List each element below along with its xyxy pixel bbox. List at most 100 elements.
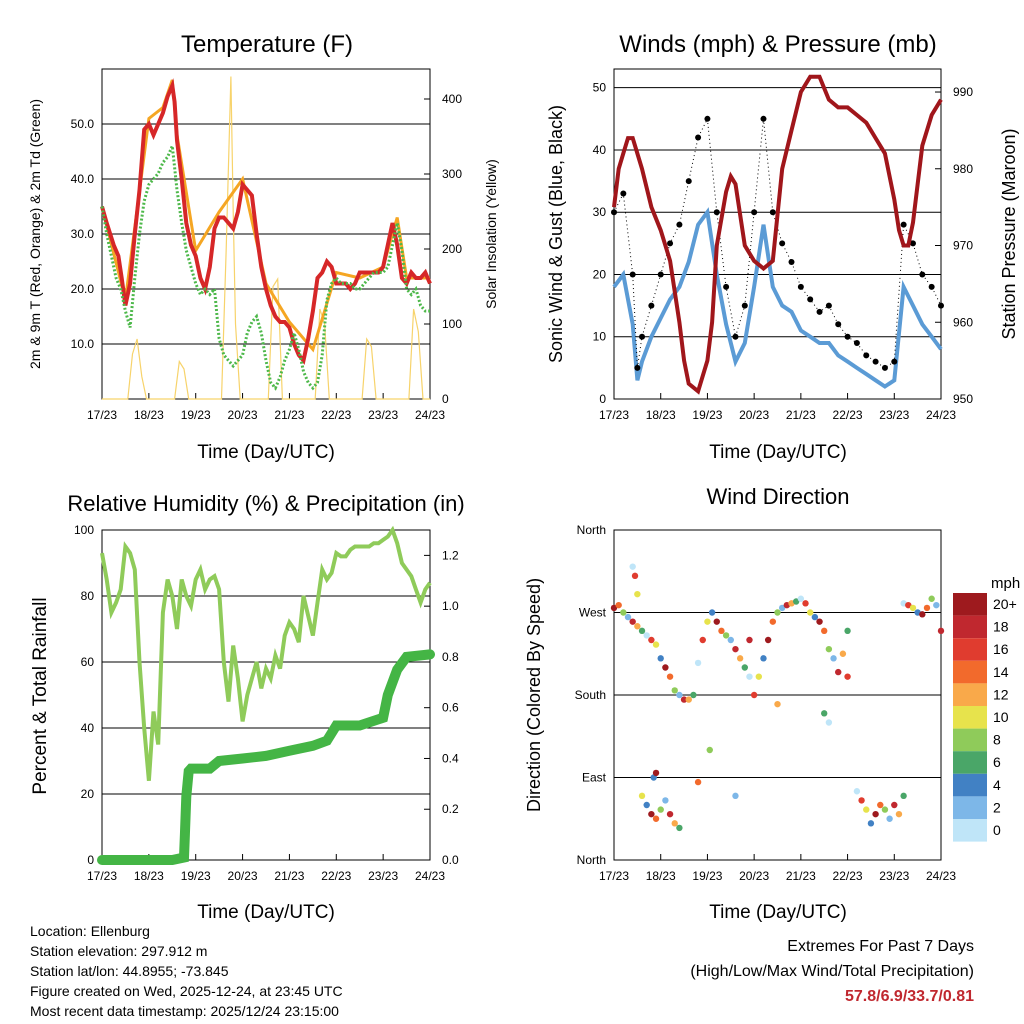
y-tick-label: East <box>582 771 607 785</box>
y2-tick-label: 100 <box>442 317 462 331</box>
x-tick-label: 20/23 <box>739 869 769 883</box>
legend-swatch <box>953 773 987 797</box>
direction-point <box>867 820 875 827</box>
gust-point <box>863 352 870 359</box>
gust-point <box>797 283 804 290</box>
extremes-box: Extremes For Past 7 Days (High/Low/Max W… <box>690 934 974 1009</box>
gust-point <box>629 271 636 278</box>
y2-tick-label: 0 <box>442 392 449 406</box>
direction-point <box>933 601 940 609</box>
legend-label: 8 <box>993 732 1001 748</box>
gust-point <box>634 364 641 371</box>
y-tick-label: North <box>577 523 606 537</box>
y2-tick-label: 0.4 <box>442 751 459 765</box>
direction-point <box>680 696 688 703</box>
direction-point <box>722 632 730 639</box>
direction-point <box>769 618 777 625</box>
x-tick-label: 17/23 <box>87 869 117 883</box>
direction-point <box>839 650 847 657</box>
legend-title: mph <box>991 575 1020 592</box>
series-solar <box>102 76 430 400</box>
humidity-plot: 17/23 18/23 19/23 20/23 21/23 22/23 23/23 24/23… <box>74 523 459 883</box>
x-tick-label: 21/23 <box>274 408 304 422</box>
x-tick-label: 17/23 <box>87 408 117 422</box>
y2-tick-label: 200 <box>442 242 462 256</box>
gust-point <box>723 283 730 290</box>
legend-label: 14 <box>993 664 1009 680</box>
panel-direction: Wind Direction 17/23 18/23 19/23 20/23 21/23… <box>524 484 1020 923</box>
direction-point <box>694 778 702 786</box>
info-elevation: Station elevation: 297.912 m <box>30 943 208 959</box>
x-tick-label: 18/23 <box>646 869 676 883</box>
humidity-plot-frame <box>101 529 431 861</box>
x-tick-label: 24/23 <box>926 408 956 422</box>
y2-tick-label: 1.2 <box>442 548 459 562</box>
gust-point <box>648 302 655 309</box>
direction-point <box>629 618 636 625</box>
y2-tick-label: 980 <box>953 162 973 176</box>
x-tick-label: 23/23 <box>879 869 909 883</box>
y-tick-label: 10.0 <box>71 337 95 351</box>
legend-swatch <box>953 728 987 752</box>
gust-point <box>881 364 888 371</box>
direction-point <box>718 627 725 635</box>
direction-point <box>643 632 650 639</box>
direction-point <box>620 609 627 616</box>
y-tick-label: 20 <box>81 787 95 801</box>
series-rh <box>100 525 432 781</box>
panel-winds: Winds (mph) & Pressure (mb) 17/23 18/23 19… <box>546 31 1019 463</box>
direction-point <box>638 627 646 635</box>
x-tick-label: 22/23 <box>321 869 351 883</box>
x-tick-label: 24/23 <box>415 869 445 883</box>
gust-point <box>872 358 879 365</box>
y2-tick-label: 300 <box>442 167 462 181</box>
x-tick-label: 23/23 <box>368 408 398 422</box>
x-tick-label: 20/23 <box>228 869 258 883</box>
direction-point <box>844 673 851 680</box>
legend-label: 20+ <box>993 596 1017 612</box>
y2-tick-label: 0.2 <box>442 802 459 816</box>
direction-point <box>905 601 912 609</box>
y-tick-label: West <box>579 606 607 620</box>
y-tick-label: 50.0 <box>71 117 95 131</box>
direction-point <box>746 636 753 644</box>
gust-point <box>704 115 711 122</box>
gust-point <box>639 333 646 340</box>
direction-point <box>662 664 669 671</box>
legend-label: 0 <box>993 822 1001 838</box>
y-tick-label: 20 <box>593 267 607 281</box>
temperature-y-label: 2m & 9m T (Red, Orange) & 2m Td (Green) <box>27 99 43 369</box>
x-tick-label: 19/23 <box>692 869 722 883</box>
gust-point <box>695 134 702 141</box>
extremes-title: Extremes For Past 7 Days <box>787 938 974 955</box>
panel-temperature: Temperature (F) 17/23 18/23 19/23 20/23 21/2… <box>27 31 499 463</box>
direction-point <box>706 746 713 754</box>
gust-point <box>928 283 935 290</box>
direction-point <box>881 806 889 813</box>
direction-title: Wind Direction <box>706 484 849 509</box>
panel-humidity: Relative Humidity (%) & Precipitation (i… <box>30 491 465 923</box>
series-pressure <box>612 74 943 395</box>
direction-point <box>891 801 898 809</box>
x-tick-label: 24/23 <box>926 869 956 883</box>
temperature-title: Temperature (F) <box>181 31 353 58</box>
gust-point <box>751 209 758 216</box>
direction-point <box>704 618 711 625</box>
direction-point <box>877 801 884 809</box>
direction-point <box>821 710 828 717</box>
direction-point <box>690 691 697 699</box>
y-tick-label: 30.0 <box>71 227 95 241</box>
direction-point <box>634 623 641 630</box>
series-sonic-wind <box>612 207 943 389</box>
direction-point <box>643 801 650 809</box>
direction-point <box>648 810 655 818</box>
y-tick-label: 10 <box>593 330 607 344</box>
extremes-subtitle: (High/Low/Max Wind/Total Precipitation) <box>690 963 974 980</box>
legend-swatch <box>953 683 987 706</box>
y-tick-label: 0 <box>599 392 606 406</box>
direction-point <box>666 673 674 680</box>
direction-point <box>732 792 739 800</box>
winds-y-label: Sonic Wind & Gust (Blue, Black) <box>546 105 566 363</box>
direction-point <box>657 655 664 662</box>
direction-point <box>634 590 641 598</box>
